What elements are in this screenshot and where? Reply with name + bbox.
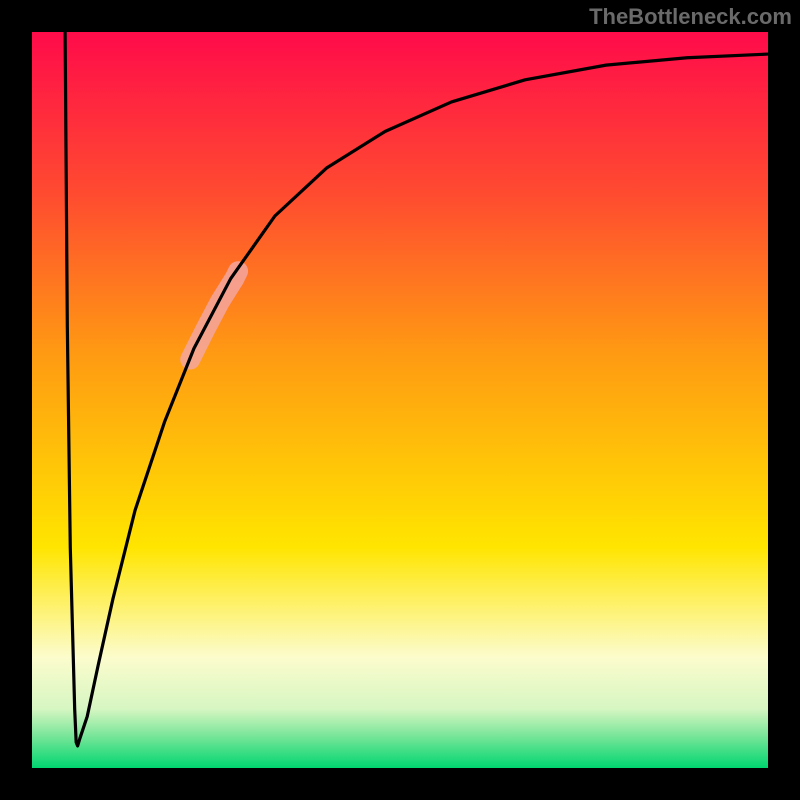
bottleneck-chart: [0, 0, 800, 800]
bottleneck-chart-container: TheBottleneck.com: [0, 0, 800, 800]
chart-background-gradient: [32, 32, 768, 768]
watermark-text: TheBottleneck.com: [589, 4, 792, 30]
